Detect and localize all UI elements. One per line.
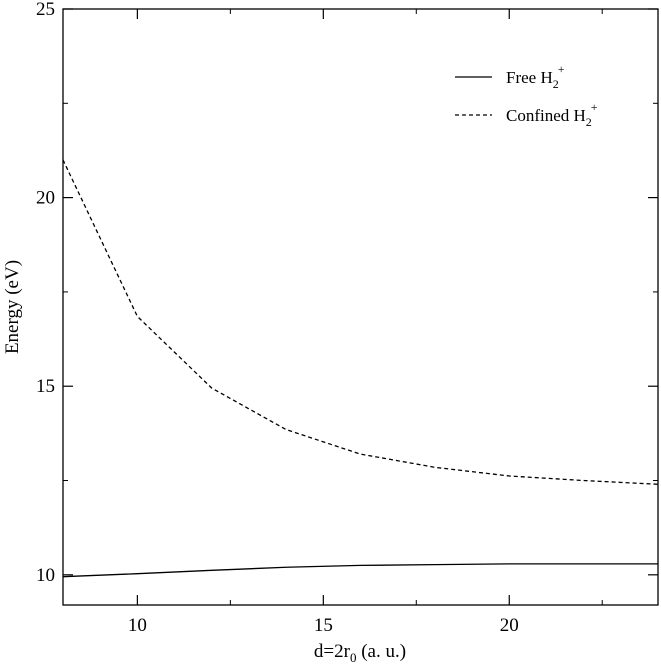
y-tick-label: 10 [36,565,55,586]
x-axis-title: d=2r0 (a. u.) [314,641,406,665]
tick-labels: 10 15 20 10 15 20 25 [36,0,519,636]
axis-ticks [63,8,658,605]
y-axis-title: Energy (eV) [2,260,23,354]
x-tick-label: 20 [500,615,519,636]
x-tick-label: 15 [314,615,333,636]
legend-label-confined: Confined H2+ [506,100,598,129]
legend: Free H2+ Confined H2+ [455,62,598,129]
x-tick-label: 10 [128,615,147,636]
y-tick-label: 25 [36,0,55,20]
y-tick-label: 15 [36,376,55,397]
y-tick-label: 20 [36,188,55,209]
series-line-confined [62,159,659,485]
legend-item-confined: Confined H2+ [455,100,598,129]
plot-frame [62,8,659,606]
series-line-free [62,563,658,578]
legend-label-free: Free H2+ [506,62,565,91]
legend-item-free: Free H2+ [455,62,565,91]
series-layer [62,159,659,578]
